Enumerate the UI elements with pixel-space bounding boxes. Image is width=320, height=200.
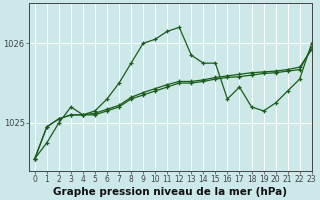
X-axis label: Graphe pression niveau de la mer (hPa): Graphe pression niveau de la mer (hPa) [53,187,287,197]
